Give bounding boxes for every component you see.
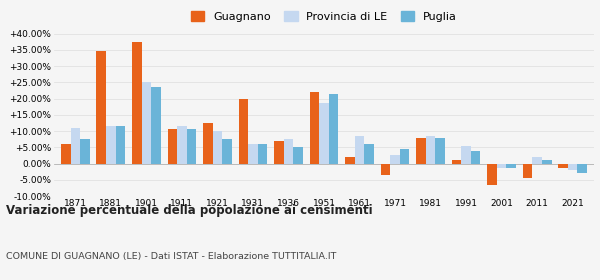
Bar <box>61 144 71 164</box>
Bar <box>71 128 80 164</box>
Bar <box>568 164 577 170</box>
Text: COMUNE DI GUAGNANO (LE) - Dati ISTAT - Elaborazione TUTTITALIA.IT: COMUNE DI GUAGNANO (LE) - Dati ISTAT - E… <box>6 252 337 261</box>
Bar <box>532 157 542 164</box>
Bar <box>177 126 187 164</box>
Bar <box>239 99 248 164</box>
Bar <box>416 137 426 164</box>
Bar <box>310 92 319 164</box>
Text: Variazione percentuale della popolazione ai censimenti: Variazione percentuale della popolazione… <box>6 204 373 217</box>
Bar <box>345 157 355 164</box>
Bar <box>542 160 551 164</box>
Bar <box>222 139 232 164</box>
Bar <box>151 87 161 164</box>
Bar <box>187 129 196 164</box>
Bar <box>203 123 212 164</box>
Bar <box>497 164 506 168</box>
Bar <box>106 126 116 164</box>
Bar <box>426 136 436 164</box>
Legend: Guagnano, Provincia di LE, Puglia: Guagnano, Provincia di LE, Puglia <box>187 7 461 26</box>
Bar <box>329 94 338 164</box>
Bar <box>132 42 142 164</box>
Bar <box>80 139 90 164</box>
Bar <box>97 52 106 164</box>
Bar <box>248 144 258 164</box>
Bar <box>355 136 364 164</box>
Bar <box>461 146 471 164</box>
Bar <box>116 126 125 164</box>
Bar <box>577 164 587 173</box>
Bar <box>364 144 374 164</box>
Bar <box>487 164 497 185</box>
Bar <box>436 137 445 164</box>
Bar <box>380 164 390 175</box>
Bar <box>452 160 461 164</box>
Bar <box>142 82 151 164</box>
Bar <box>400 149 409 164</box>
Bar <box>293 147 303 164</box>
Bar <box>284 139 293 164</box>
Bar <box>167 129 177 164</box>
Bar <box>471 151 481 164</box>
Bar <box>506 164 516 168</box>
Bar <box>212 131 222 164</box>
Bar <box>319 103 329 164</box>
Bar <box>558 164 568 168</box>
Bar <box>523 164 532 178</box>
Bar <box>258 144 268 164</box>
Bar <box>274 141 284 164</box>
Bar <box>390 155 400 164</box>
